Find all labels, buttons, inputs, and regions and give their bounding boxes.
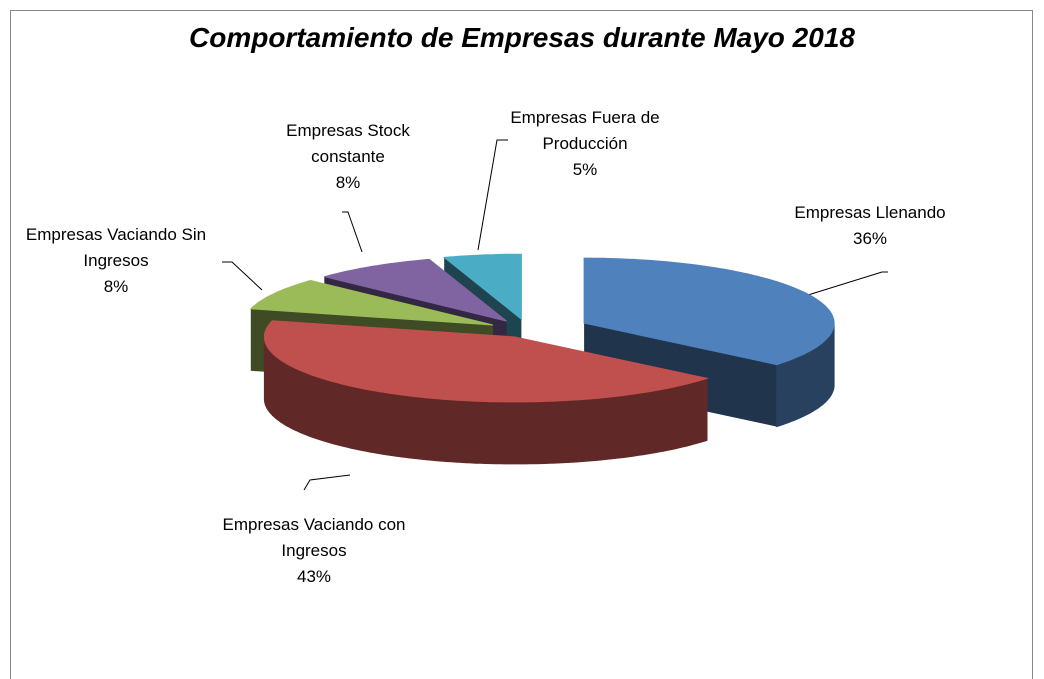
data-label: Empresas Stock constante 8% bbox=[286, 121, 410, 192]
data-label: Empresas Fuera de Producción 5% bbox=[510, 108, 660, 179]
slice bbox=[263, 320, 709, 403]
data-label: Empresas Vaciando con Ingresos 43% bbox=[222, 515, 406, 586]
slice bbox=[324, 258, 507, 322]
data-label: Empresas Llenando 36% bbox=[794, 203, 946, 248]
pie bbox=[249, 253, 835, 465]
chart-title: Comportamiento de Empresas durante Mayo … bbox=[189, 22, 855, 53]
leader-lines bbox=[222, 139, 888, 491]
slice bbox=[442, 253, 522, 321]
slice bbox=[249, 279, 494, 326]
data-label: Empresas Vaciando Sin Ingresos 8% bbox=[25, 225, 207, 296]
slice bbox=[583, 257, 835, 366]
